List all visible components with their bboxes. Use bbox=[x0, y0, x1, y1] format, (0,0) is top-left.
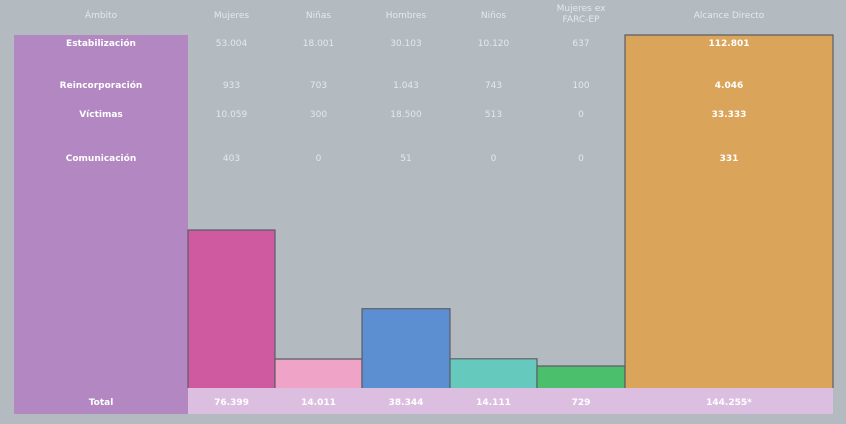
cell-r3-c5: 0 bbox=[578, 110, 584, 120]
cell-r4-c3: 51 bbox=[400, 154, 411, 164]
cell-r1-c5: 637 bbox=[572, 39, 589, 49]
cell-r3-c3: 18.500 bbox=[390, 110, 422, 120]
cell-r1-c4: 10.120 bbox=[478, 39, 510, 49]
bar-5 bbox=[537, 366, 625, 388]
total-value-1: 76.399 bbox=[214, 398, 249, 408]
column-header-6: Mujeres ex FARC-EP bbox=[557, 4, 606, 25]
cell-r4-c2: 0 bbox=[316, 154, 322, 164]
cell-r2-c2: 703 bbox=[310, 81, 327, 91]
row-label-2: Reincorporación bbox=[60, 80, 143, 91]
cell-r3-c4: 513 bbox=[485, 110, 502, 120]
column-header-7: Alcance Directo bbox=[694, 11, 765, 21]
cell-r1-c3: 30.103 bbox=[390, 39, 422, 49]
cell-r2-c4: 743 bbox=[485, 81, 502, 91]
cell-r1-c6: 112.801 bbox=[709, 39, 750, 49]
column-header-2: Mujeres bbox=[214, 11, 250, 21]
cell-r1-c1: 53.004 bbox=[216, 39, 248, 49]
total-value-4: 14.111 bbox=[476, 398, 511, 408]
bar-1 bbox=[188, 230, 275, 388]
cell-r4-c1: 403 bbox=[223, 154, 240, 164]
row-label-4: Comunicación bbox=[66, 153, 136, 164]
total-value-6: 144.255* bbox=[706, 398, 752, 408]
row-label-1: Estabilización bbox=[66, 38, 136, 49]
cell-r4-c5: 0 bbox=[578, 154, 584, 164]
column-header-4: Hombres bbox=[386, 11, 427, 21]
total-value-3: 38.344 bbox=[389, 398, 424, 408]
bar-3 bbox=[362, 309, 450, 388]
cell-r1-c2: 18.001 bbox=[303, 39, 335, 49]
column-header-1: Ámbito bbox=[85, 9, 118, 21]
cell-r2-c5: 100 bbox=[572, 81, 589, 91]
cell-r2-c1: 933 bbox=[223, 81, 240, 91]
cell-r4-c6: 331 bbox=[720, 154, 739, 164]
bar-4 bbox=[450, 359, 537, 388]
column-header-3: Niñas bbox=[306, 11, 331, 21]
total-label: Total bbox=[89, 398, 114, 408]
cell-r2-c3: 1.043 bbox=[393, 81, 419, 91]
cell-r4-c4: 0 bbox=[491, 154, 497, 164]
bar-2 bbox=[275, 359, 362, 388]
total-value-2: 14.011 bbox=[301, 398, 336, 408]
column-header-5: Niños bbox=[481, 11, 506, 21]
cell-r2-c6: 4.046 bbox=[715, 81, 743, 91]
cell-r3-c1: 10.059 bbox=[216, 110, 248, 120]
row-label-3: Víctimas bbox=[79, 110, 123, 120]
cell-r3-c2: 300 bbox=[310, 110, 327, 120]
cell-r3-c6: 33.333 bbox=[712, 110, 747, 120]
total-value-5: 729 bbox=[572, 398, 591, 408]
